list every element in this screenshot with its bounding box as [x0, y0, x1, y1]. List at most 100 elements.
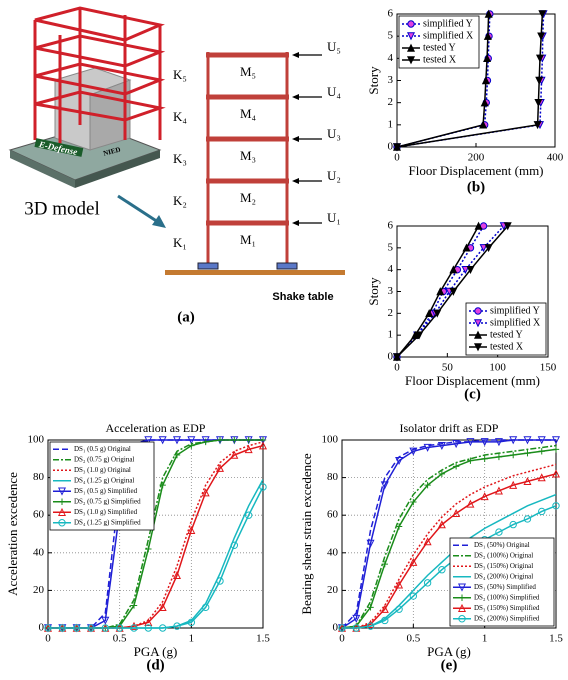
legend-label: tested X — [423, 54, 457, 65]
marker — [145, 545, 152, 553]
model-label: 3D model — [24, 198, 99, 219]
marker — [524, 449, 531, 457]
legend-label: simplified Y — [490, 305, 540, 316]
series-line — [342, 448, 556, 629]
marker — [381, 616, 389, 625]
marker — [380, 604, 389, 613]
marker — [159, 481, 166, 489]
legend-label: simplified Y — [423, 18, 473, 29]
legend-label: DS₄ (200%) Original — [474, 572, 533, 580]
spring-label: K₄ — [173, 109, 187, 124]
arrow-head — [152, 215, 166, 228]
marker — [424, 481, 431, 489]
series-line — [342, 493, 556, 629]
marker — [409, 592, 418, 600]
platform-sign — [34, 138, 84, 157]
legend-marker — [458, 594, 466, 601]
legend-label: simplified X — [423, 30, 474, 41]
marker — [423, 443, 432, 452]
marker — [535, 76, 544, 85]
displacement-label: U₄ — [327, 84, 341, 99]
x-tick-label: 100 — [489, 362, 506, 374]
x-tick-label: 1 — [482, 633, 488, 645]
panel-label: (e) — [441, 657, 458, 673]
displacement-label: U₅ — [327, 39, 341, 54]
marker — [494, 486, 503, 495]
x-tick-label: 0.5 — [113, 633, 127, 645]
y-axis-label: Bearing shear strain excedence — [299, 453, 314, 615]
marker — [216, 436, 224, 444]
y-tick-label: 80 — [327, 471, 339, 483]
arrow — [117, 194, 159, 224]
x-axis-label: PGA (g) — [134, 644, 178, 659]
marker — [101, 624, 110, 632]
mass-label: M₁ — [240, 232, 256, 247]
spring-label: K₂ — [173, 193, 187, 208]
marker — [172, 436, 182, 445]
legend-box — [449, 537, 555, 627]
arrow-heads — [292, 52, 299, 226]
legend-marker — [457, 603, 467, 612]
x-axis-label: Floor Displacement (mm) — [408, 163, 543, 178]
x-tick-label: 400 — [547, 152, 564, 164]
marker — [452, 509, 461, 518]
y-tick-label: 40 — [327, 546, 339, 558]
legend-label: tested Y — [490, 329, 523, 340]
marker — [510, 451, 517, 459]
x-tick-label: 0 — [339, 633, 345, 645]
legend-marker — [407, 20, 415, 28]
base-label: Shake table — [272, 291, 333, 303]
marker — [409, 447, 418, 456]
marker — [58, 624, 67, 632]
marker — [480, 492, 489, 501]
marker — [452, 440, 461, 449]
displacement-labels: U₅ U₄ U₃ U₂ U₁ — [327, 39, 341, 225]
marker — [144, 618, 153, 627]
y-tick-label: 3 — [388, 74, 394, 86]
marker — [187, 618, 196, 627]
y-tick-label: 0 — [39, 622, 45, 634]
legend-marker — [406, 56, 416, 65]
marker — [433, 309, 442, 318]
marker — [423, 579, 432, 587]
marker — [395, 523, 403, 530]
legend-label: DS₂ (100%) Original — [474, 551, 533, 559]
marker — [395, 580, 404, 589]
marker — [509, 480, 518, 489]
legend-marker — [473, 330, 483, 339]
marker — [551, 469, 561, 478]
marker — [410, 498, 417, 506]
frame-model: K₅ K₄ K₃ K₂ K₁ M₅ M₄ M₃ M₂ M₁ U₅ U₄ U₃ U… — [165, 39, 345, 303]
legend-label: DS₂ (0.75 g) Original — [74, 455, 134, 463]
marker — [479, 120, 488, 129]
spring-label: K₁ — [173, 235, 187, 250]
y-tick-label: 1 — [388, 329, 394, 341]
legend-label: tested X — [490, 341, 524, 352]
marker — [87, 624, 95, 632]
marker — [461, 265, 470, 274]
x-axis-label: Floor Displacement (mm) — [405, 373, 540, 388]
y-tick-label: 80 — [33, 471, 45, 483]
legend-label: DS₁ (50%) Simplified — [474, 583, 536, 591]
y-tick-label: 2 — [388, 307, 394, 319]
marker — [480, 98, 489, 107]
spring-label: K₅ — [173, 67, 187, 82]
marker — [479, 244, 488, 253]
marker — [187, 436, 196, 445]
displacement-label: U₂ — [327, 168, 341, 183]
series-line — [342, 439, 556, 629]
marker — [409, 557, 418, 566]
legend-label: DS₃ (1.0 g) Simplified — [74, 508, 138, 516]
panel-label: (d) — [146, 657, 164, 673]
y-tick-label: 5 — [388, 241, 394, 253]
legend-label: DS₂ (0.75 g) Simplified — [74, 497, 141, 505]
marker — [381, 560, 388, 568]
marker — [503, 222, 512, 231]
marker — [538, 507, 546, 516]
marker — [392, 143, 402, 152]
beams — [206, 52, 289, 226]
marker — [202, 438, 209, 446]
red-frame — [33, 6, 166, 150]
marker — [215, 463, 225, 472]
marker — [129, 621, 139, 630]
